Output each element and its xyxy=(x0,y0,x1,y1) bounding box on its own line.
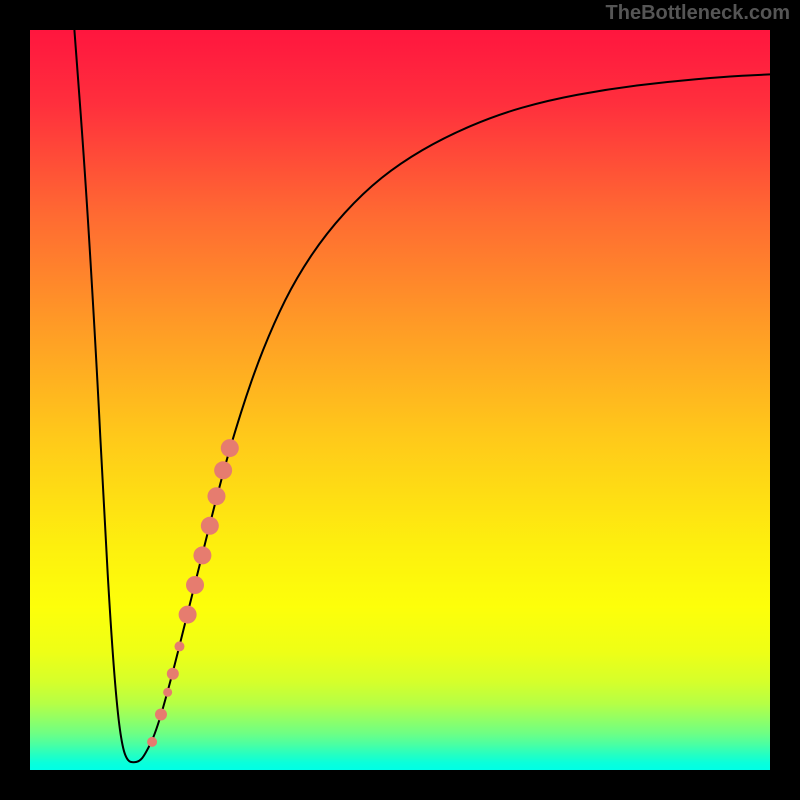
chart-container: { "attribution": { "text": "TheBottlenec… xyxy=(0,0,800,800)
data-marker xyxy=(221,439,239,457)
data-marker xyxy=(155,709,167,721)
plot-background xyxy=(30,30,770,770)
data-marker xyxy=(174,641,184,651)
data-marker xyxy=(163,688,172,697)
attribution-text: TheBottleneck.com xyxy=(606,2,790,25)
data-marker xyxy=(179,606,197,624)
data-marker xyxy=(147,737,157,747)
bottleneck-chart xyxy=(0,0,800,800)
data-marker xyxy=(214,461,232,479)
data-marker xyxy=(186,576,204,594)
data-marker xyxy=(207,487,225,505)
data-marker xyxy=(167,668,179,680)
data-marker xyxy=(193,546,211,564)
data-marker xyxy=(201,517,219,535)
